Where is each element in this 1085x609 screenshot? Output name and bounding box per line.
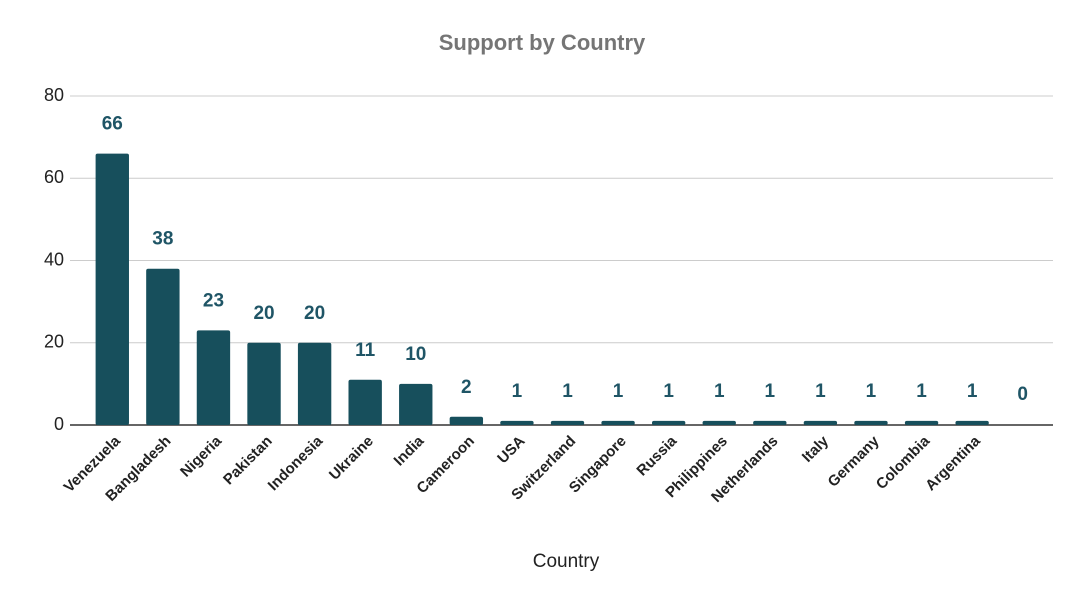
value-label: 38 (152, 229, 173, 250)
bar (550, 420, 585, 425)
value-label: 11 (355, 340, 376, 361)
y-tick-label: 40 (44, 249, 64, 269)
bar (348, 379, 382, 425)
value-label: 20 (253, 303, 274, 324)
bar (651, 420, 686, 425)
y-tick-label: 20 (44, 332, 64, 352)
value-label: 1 (916, 381, 927, 402)
value-label: 66 (102, 114, 123, 135)
y-tick-label: 60 (44, 167, 64, 187)
value-label: 2 (461, 377, 472, 398)
bar (297, 342, 332, 425)
bar (803, 420, 838, 425)
bar (601, 420, 635, 425)
value-label: 1 (765, 381, 776, 402)
y-tick-label: 80 (44, 85, 64, 105)
value-label: 1 (663, 381, 674, 402)
value-label: 1 (512, 381, 523, 402)
value-label: 23 (203, 290, 224, 311)
value-label: 0 (1017, 384, 1028, 405)
value-label: 10 (405, 344, 426, 365)
value-label: 20 (304, 303, 325, 324)
value-label: 1 (613, 381, 624, 402)
value-label: 1 (967, 381, 978, 402)
value-label: 1 (714, 381, 725, 402)
bar (955, 420, 989, 425)
bar (904, 420, 939, 425)
bar (146, 268, 180, 425)
y-tick-label: 0 (54, 414, 64, 434)
bar (854, 420, 888, 425)
bar (95, 153, 129, 425)
bar (500, 420, 534, 425)
value-label: 1 (562, 381, 573, 402)
bar (247, 342, 281, 425)
bar (753, 420, 787, 425)
bar (449, 416, 484, 425)
bar (196, 330, 231, 425)
bar (399, 383, 433, 425)
chart-title: Support by Country (439, 30, 646, 55)
bar (702, 420, 736, 425)
x-axis-title: Country (533, 551, 600, 572)
value-label: 1 (866, 381, 877, 402)
value-label: 1 (815, 381, 826, 402)
